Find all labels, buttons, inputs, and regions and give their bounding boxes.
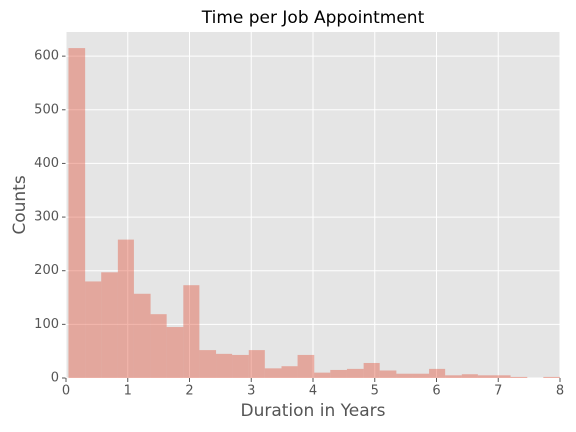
x-tick-label: 5 (371, 384, 379, 399)
x-tick-label: 0 (62, 384, 70, 399)
x-axis-label: Duration in Years (241, 401, 386, 421)
bar (314, 372, 331, 378)
bar (543, 376, 560, 378)
bar (363, 362, 380, 378)
bar (346, 368, 364, 378)
bar (216, 353, 233, 378)
bar (85, 281, 102, 378)
x-tick-label: 3 (247, 384, 255, 399)
bar (429, 368, 446, 378)
bar (150, 314, 167, 378)
y-tick-label: 400 (34, 156, 59, 171)
bar (379, 370, 397, 378)
bar (133, 293, 151, 378)
bar (494, 375, 511, 378)
bar (248, 350, 265, 378)
bar (117, 239, 134, 378)
bar (166, 327, 184, 378)
y-tick-label: 200 (34, 263, 59, 278)
x-tick-label: 8 (556, 384, 564, 399)
bar (68, 48, 86, 379)
y-tick-label: 100 (34, 317, 59, 332)
bar (461, 374, 478, 378)
bar (510, 376, 528, 378)
bar (396, 373, 413, 378)
y-axis-label: Counts (10, 175, 30, 234)
bar (445, 375, 462, 378)
y-tick-label: 600 (34, 49, 59, 64)
bar (264, 368, 282, 378)
bar (281, 366, 298, 378)
bar (412, 373, 430, 378)
y-tick-label: 500 (34, 102, 59, 117)
bar (101, 272, 118, 378)
x-tick-label: 2 (185, 384, 193, 399)
bar (477, 375, 495, 378)
x-tick-label: 7 (494, 384, 502, 399)
bar (297, 354, 315, 378)
x-tick-label: 1 (124, 384, 132, 399)
bar (330, 369, 347, 378)
bar (232, 354, 249, 378)
chart-title: Time per Job Appointment (201, 8, 425, 28)
bar (199, 350, 217, 378)
x-tick-label: 4 (309, 384, 317, 399)
x-tick-label: 6 (432, 384, 440, 399)
y-tick-label: 0 (51, 371, 59, 386)
bar (183, 285, 200, 378)
y-tick-label: 300 (34, 210, 59, 225)
